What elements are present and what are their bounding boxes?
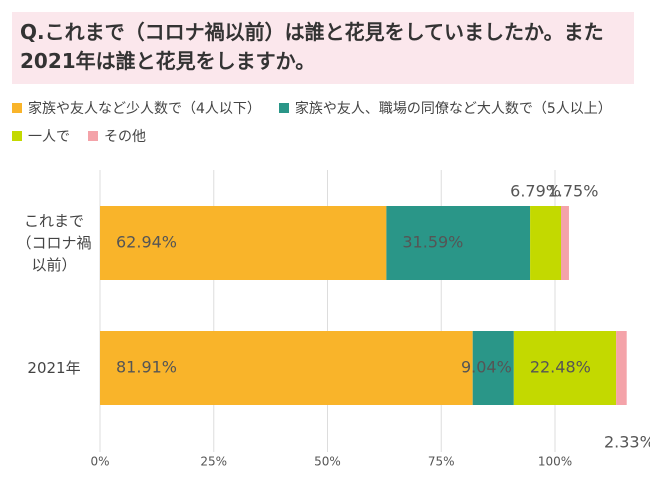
legend-item: その他 bbox=[88, 126, 146, 146]
x-tick-label: 0% bbox=[90, 455, 109, 469]
legend-item: 家族や友人など少人数で（4人以下） bbox=[12, 98, 261, 118]
legend-item: 一人で bbox=[12, 126, 70, 146]
legend-swatch bbox=[12, 103, 22, 113]
legend-label: 家族や友人など少人数で（4人以下） bbox=[28, 101, 261, 117]
value-label: 22.48% bbox=[530, 358, 591, 377]
bar-segment bbox=[100, 331, 473, 405]
legend-swatch bbox=[278, 103, 289, 113]
y-tick-label: 2021年 bbox=[27, 359, 81, 377]
legend: 家族や友人など少人数で（4人以下） 家族や友人、職場の同僚など大人数で（5人以上）… bbox=[12, 98, 642, 146]
x-tick-label: 75% bbox=[428, 455, 455, 469]
value-label: 1.75% bbox=[548, 182, 599, 201]
x-tick-label: 100% bbox=[538, 455, 572, 469]
bar-segment bbox=[561, 206, 569, 280]
bar-segment bbox=[530, 206, 562, 280]
x-tick-label: 25% bbox=[200, 455, 227, 469]
legend-item: 家族や友人、職場の同僚など大人数で（5人以上） bbox=[278, 98, 612, 118]
value-label: 6.79% bbox=[510, 182, 561, 201]
bar-segment bbox=[100, 206, 387, 280]
legend-label: 一人で bbox=[28, 129, 70, 145]
bar-segment bbox=[513, 331, 617, 405]
bar-segment bbox=[472, 331, 514, 405]
legend-swatch bbox=[88, 131, 98, 141]
value-label: 81.91% bbox=[116, 358, 177, 377]
y-tick-label: これまで（コロナ禍以前） bbox=[16, 212, 92, 274]
value-label: 2.33% bbox=[604, 433, 650, 452]
bar-segment bbox=[386, 206, 531, 280]
x-tick-label: 50% bbox=[314, 455, 341, 469]
value-label: 62.94% bbox=[116, 233, 177, 252]
value-label: 31.59% bbox=[402, 233, 463, 252]
bar-segment bbox=[616, 331, 627, 405]
chart-title: Q.これまで（コロナ禍以前）は誰と花見をしていましたか。また2021年は誰と花見… bbox=[12, 12, 634, 84]
legend-label: その他 bbox=[104, 129, 146, 145]
legend-swatch bbox=[12, 131, 22, 141]
value-label: 9.04% bbox=[461, 358, 512, 377]
legend-label: 家族や友人、職場の同僚など大人数で（5人以上） bbox=[294, 101, 612, 117]
